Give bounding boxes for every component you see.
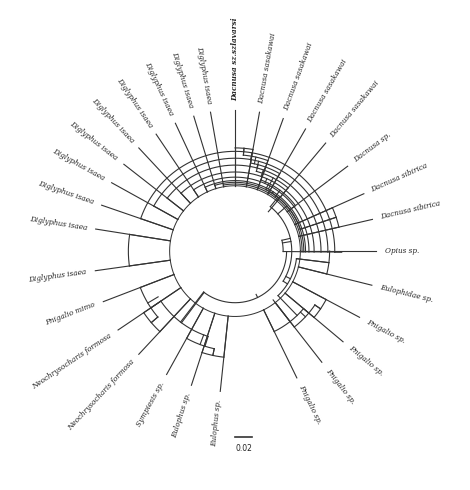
Text: Diglyphus isaea: Diglyphus isaea: [29, 215, 88, 232]
Text: Eulophus sp.: Eulophus sp.: [211, 399, 223, 447]
Text: Dacnusa sasakawai: Dacnusa sasakawai: [306, 57, 349, 123]
Text: Dacnusa sasakawai: Dacnusa sasakawai: [328, 79, 380, 139]
Text: Pnigalio mimo: Pnigalio mimo: [45, 301, 97, 327]
Text: Diglyphus isaea: Diglyphus isaea: [170, 51, 195, 109]
Text: Neochrysocharis formosa: Neochrysocharis formosa: [66, 358, 136, 432]
Text: Opius sp.: Opius sp.: [384, 247, 419, 255]
Text: 0.02: 0.02: [235, 444, 252, 453]
Text: Pnigalio sp.: Pnigalio sp.: [324, 367, 357, 405]
Text: Diglyphus isaea: Diglyphus isaea: [143, 61, 175, 117]
Text: Dacnusa sibirica: Dacnusa sibirica: [380, 200, 441, 221]
Text: Diglyphus isaea: Diglyphus isaea: [69, 120, 119, 162]
Text: Pnigalio sp.: Pnigalio sp.: [347, 344, 385, 378]
Text: Diglyphus isaea: Diglyphus isaea: [195, 46, 213, 104]
Text: Neochrysocharis formosa: Neochrysocharis formosa: [31, 331, 113, 391]
Text: Diglyphus isaea: Diglyphus isaea: [37, 180, 95, 206]
Text: Sympiesis sp.: Sympiesis sp.: [135, 380, 166, 428]
Text: Eulophus sp.: Eulophus sp.: [171, 392, 193, 440]
Text: Diglyphus isaea: Diglyphus isaea: [115, 76, 155, 129]
Text: Dacnusa sz.szlavarsi: Dacnusa sz.szlavarsi: [231, 18, 239, 101]
Text: Diglyphus isaea: Diglyphus isaea: [29, 268, 87, 284]
Text: Pnigalio sp.: Pnigalio sp.: [365, 318, 407, 345]
Text: Dacnusa sp.: Dacnusa sp.: [352, 131, 392, 164]
Text: Eulophidae sp.: Eulophidae sp.: [379, 283, 434, 304]
Text: Diglyphus isaea: Diglyphus isaea: [51, 147, 106, 182]
Text: Dacnusa sasakawai: Dacnusa sasakawai: [257, 32, 277, 104]
Text: Pnigalio sp.: Pnigalio sp.: [297, 384, 323, 426]
Text: Diglyphus isaea: Diglyphus isaea: [90, 96, 136, 145]
Text: Dacnusa sasakawai: Dacnusa sasakawai: [282, 42, 314, 112]
Text: Dacnusa sibirica: Dacnusa sibirica: [370, 162, 429, 194]
